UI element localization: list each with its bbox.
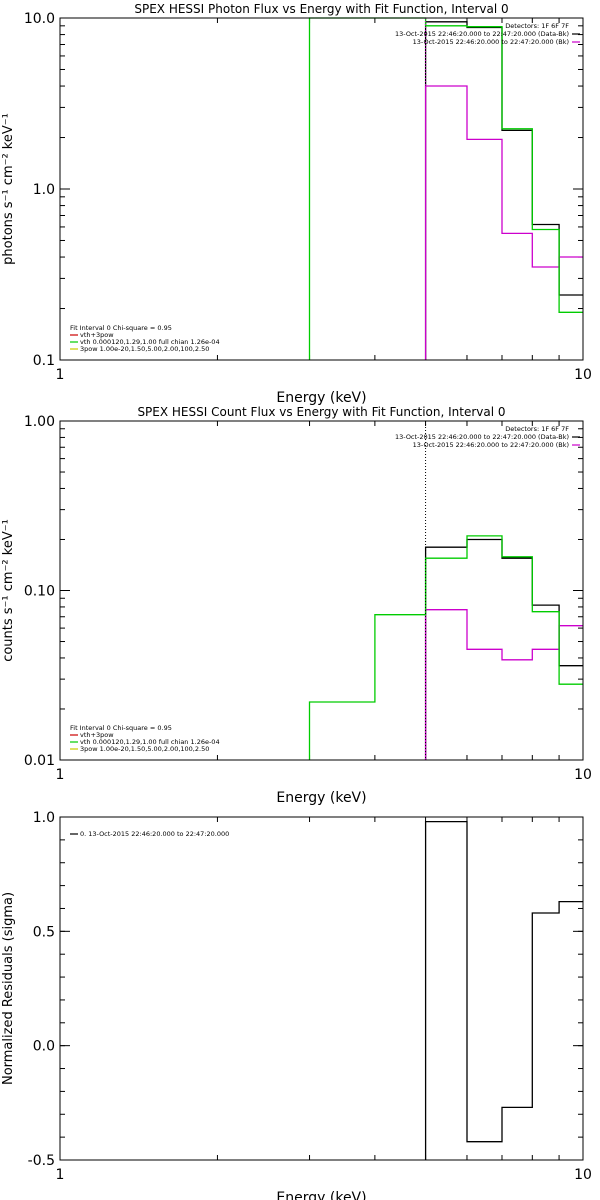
legend-right-text: Detectors: 1F 6F 7F	[505, 22, 569, 30]
x-tick-label: 10	[574, 767, 592, 783]
legend-left-text: Fit Interval 0 Chi-square = 0.95	[70, 724, 172, 732]
x-axis-label: Energy (keV)	[276, 1190, 366, 1200]
x-tick-label: 10	[574, 1167, 592, 1183]
plot-frame	[59, 816, 584, 1161]
legend-right-text: 13-Oct-2015 22:46:20.000 to 22:47:20.000…	[395, 433, 569, 441]
x-tick-label: 1	[56, 367, 65, 383]
plot-frame	[59, 420, 584, 761]
legend-left-text: Fit Interval 0 Chi-square = 0.95	[70, 324, 172, 332]
y-tick-label: 0.0	[33, 1039, 55, 1055]
y-axis-label: counts s⁻¹ cm⁻² keV⁻¹	[1, 519, 16, 662]
y-tick-label: -0.5	[28, 1153, 55, 1169]
plot-frame	[59, 17, 584, 361]
chart-panel-1: SPEX HESSI Photon Flux vs Energy with Fi…	[1, 2, 592, 406]
legend-right-text: 13-Oct-2015 22:46:20.000 to 22:47:20.000…	[413, 441, 569, 449]
x-tick-label: 1	[56, 767, 65, 783]
y-tick-label: 1.0	[33, 810, 55, 826]
legend-right-text: 13-Oct-2015 22:46:20.000 to 22:47:20.000…	[413, 38, 569, 46]
y-tick-label: 0.10	[24, 584, 55, 600]
y-tick-label: 10.0	[24, 11, 55, 27]
chart-title: SPEX HESSI Count Flux vs Energy with Fit…	[137, 405, 505, 419]
y-tick-label: 0.1	[33, 353, 55, 369]
legend-left-text: vth+3pow	[80, 731, 114, 739]
chart-title: SPEX HESSI Photon Flux vs Energy with Fi…	[134, 2, 508, 16]
legend-left-text: 3pow 1.00e-20,1.50,5.00,2.00,100,2.50	[80, 345, 209, 353]
y-axis-label: photons s⁻¹ cm⁻² keV⁻¹	[1, 113, 16, 265]
series-1-line	[424, 820, 583, 1160]
legend-right-text: Detectors: 1F 6F 7F	[505, 425, 569, 433]
y-tick-label: 0.01	[24, 753, 55, 769]
legend-left-text: vth 0.000120,1.29,1.00 full chian 1.26e-…	[80, 338, 220, 346]
legend-left-text: 3pow 1.00e-20,1.50,5.00,2.00,100,2.50	[80, 745, 209, 753]
y-tick-label: 0.5	[33, 924, 55, 940]
legend-left-text: vth 0.000120,1.29,1.00 full chian 1.26e-…	[80, 738, 220, 746]
legend-right-text: 13-Oct-2015 22:46:20.000 to 22:47:20.000…	[395, 30, 569, 38]
chart-panel-3: 1 10 -0.5 0.0 0.5 1.0 Energy (keV) Normalized R…	[1, 810, 592, 1200]
legend-left-text: vth+3pow	[80, 331, 114, 339]
y-axis-label: Normalized Residuals (sigma)	[1, 892, 16, 1085]
legend-left-text: 0. 13-Oct-2015 22:46:20.000 to 22:47:20.…	[80, 830, 229, 838]
x-axis-label: Energy (keV)	[276, 790, 366, 806]
x-axis-label: Energy (keV)	[276, 390, 366, 406]
y-tick-label: 1.0	[33, 182, 55, 198]
series-3-line	[308, 535, 583, 760]
x-tick-label: 1	[56, 1167, 65, 1183]
y-tick-label: 1.00	[24, 414, 55, 430]
x-tick-label: 10	[574, 367, 592, 383]
chart-panel-2: SPEX HESSI Count Flux vs Energy with Fit…	[1, 405, 592, 806]
